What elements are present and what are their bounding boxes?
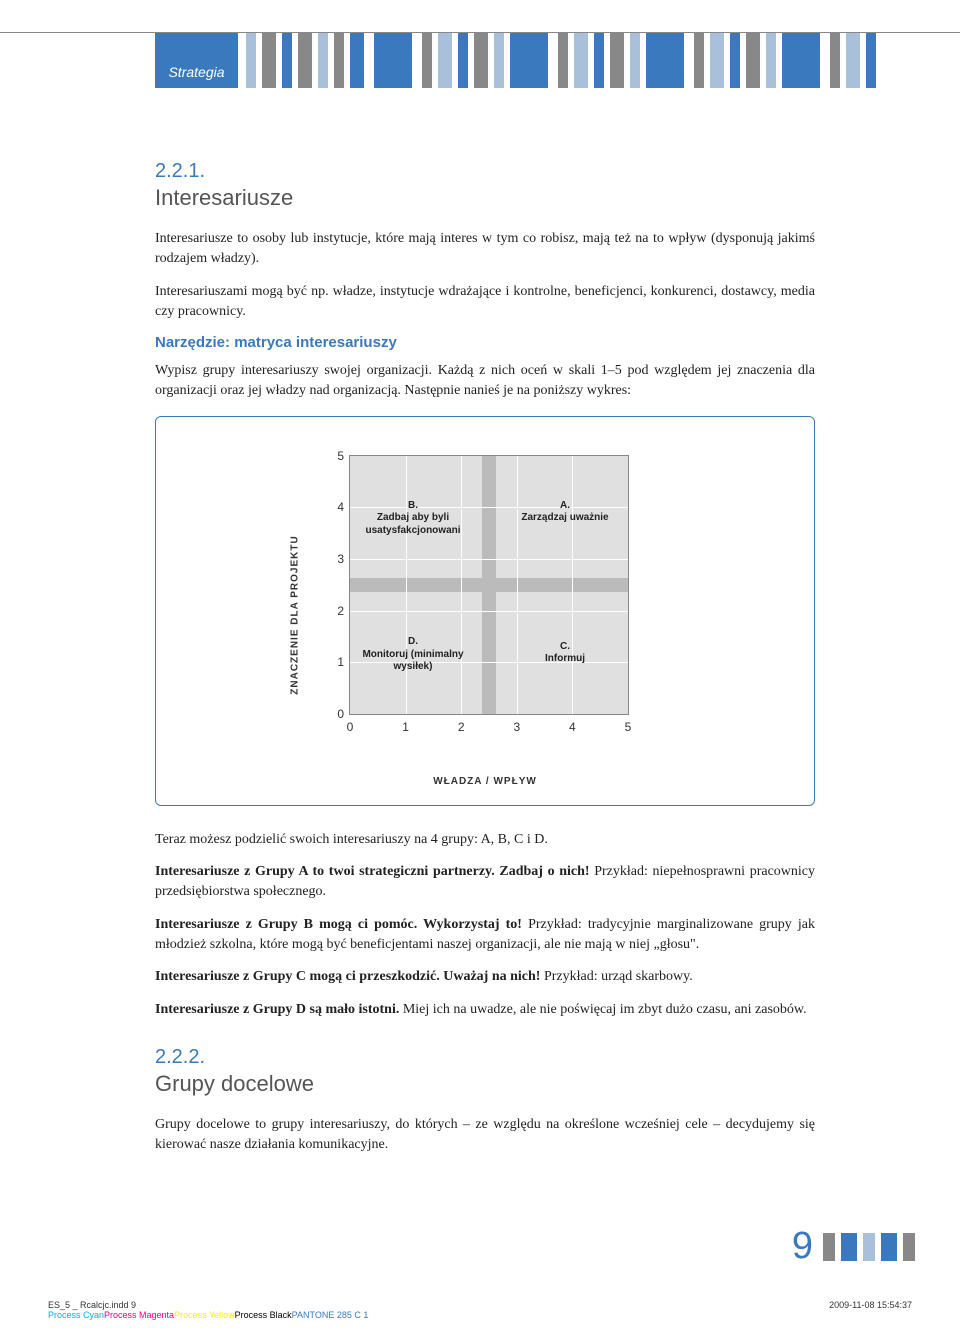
paragraph: Interesariusze to osoby lub instytucje, … [155,229,815,270]
y-tick: 4 [337,500,344,514]
paragraph: Interesariuszami mogą być np. władze, in… [155,282,815,323]
header-bar: Strategia [155,33,912,88]
footer-process-colors: Process CyanProcess MagentaProcess Yello… [48,1310,368,1320]
x-tick: 2 [458,720,465,734]
footer-timestamp: 2009-11-08 15:54:37 [829,1300,912,1320]
paragraph: Grupy docelowe to grupy interesariuszy, … [155,1115,815,1156]
chart-frame: ZNACZENIE DLA PROJEKTU B. Zadbaj aby byl… [155,416,815,806]
footer-left: ES_5 _ Rcalcjc.indd 9 Process CyanProces… [48,1300,368,1320]
x-tick: 3 [513,720,520,734]
x-tick: 1 [402,720,409,734]
x-axis-label: WŁADZA / WPŁYW [433,776,537,787]
x-tick: 4 [569,720,576,734]
paragraph: Interesariusze z Grupy C mogą ci przeszk… [155,967,815,987]
page-stripes [823,1233,915,1261]
x-tick: 0 [347,720,354,734]
print-footer: ES_5 _ Rcalcjc.indd 9 Process CyanProces… [48,1300,912,1320]
y-tick: 5 [337,449,344,463]
quadrant-d: D. Monitoruj (minimalny wysiłek) [358,636,468,674]
section-title: Interesariusze [155,185,815,211]
stakeholder-matrix-chart: ZNACZENIE DLA PROJEKTU B. Zadbaj aby byl… [305,445,665,785]
paragraph: Interesariusze z Grupy B mogą ci pomóc. … [155,915,815,956]
page-number: 9 [792,1225,813,1268]
tool-heading: Narzędzie: matryca interesariuszy [155,334,815,351]
x-tick: 5 [625,720,632,734]
main-content: 2.2.1. Interesariusze Interesariusze to … [155,160,815,1167]
y-axis-label: ZNACZENIE DLA PROJEKTU [290,535,301,694]
header-label: Strategia [168,64,224,80]
section-number: 2.2.1. [155,160,815,183]
y-tick: 2 [337,604,344,618]
y-tick: 0 [337,707,344,721]
quadrant-c: C. Informuj [510,641,620,666]
chart-plot: B. Zadbaj aby byli usatysfakcjonowani A.… [349,455,629,715]
y-tick: 1 [337,655,344,669]
paragraph: Interesariusze z Grupy D są mało istotni… [155,1000,815,1020]
section-title: Grupy docelowe [155,1071,815,1097]
cross-vertical [482,456,496,714]
paragraph: Teraz możesz podzielić swoich interesari… [155,830,815,850]
section-number: 2.2.2. [155,1046,815,1069]
header-stripes [238,33,912,88]
header-label-box: Strategia [155,33,238,88]
page-number-area: 9 [792,1225,915,1268]
paragraph: Interesariusze z Grupy A to twoi strateg… [155,862,815,903]
footer-file: ES_5 _ Rcalcjc.indd 9 [48,1300,368,1310]
y-tick: 3 [337,552,344,566]
paragraph: Wypisz grupy interesariuszy swojej organ… [155,361,815,402]
quadrant-b: B. Zadbaj aby byli usatysfakcjonowani [358,500,468,538]
quadrant-a: A. Zarządzaj uważnie [510,500,620,525]
